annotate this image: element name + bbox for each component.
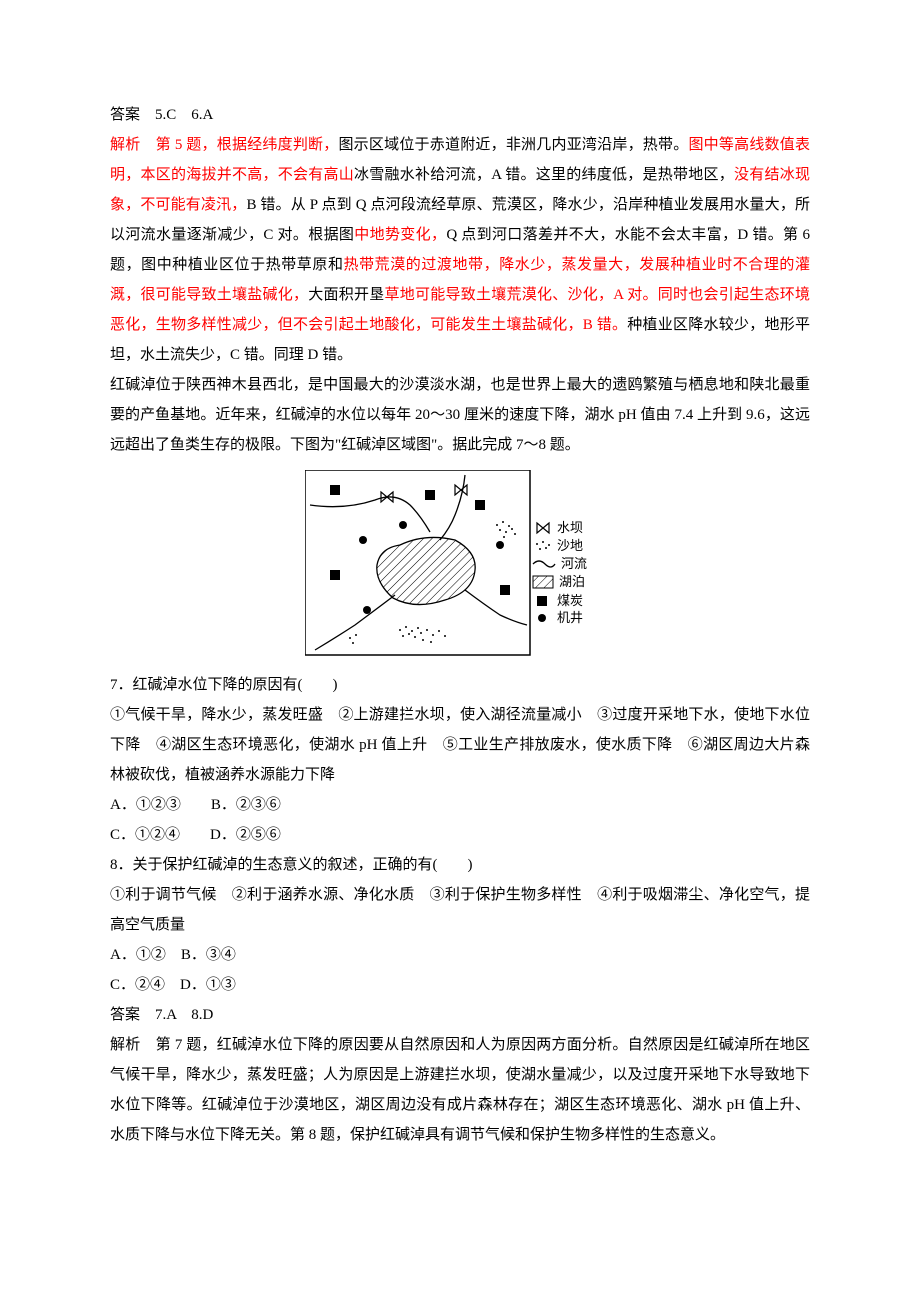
legend-coal (537, 596, 547, 606)
river-sw (315, 595, 395, 650)
legend-dam (537, 523, 549, 533)
answer-78: 答案 7.A 8.D (110, 1000, 810, 1030)
river-n (440, 475, 465, 540)
answer-56: 答案 5.C 6.A (110, 100, 810, 130)
q8-opts-cd: C．②④ D．①③ (110, 970, 810, 1000)
q8-options: ①利于调节气候 ②利于涵养水源、净化水质 ③利于保护生物多样性 ④利于吸烟滞尘、… (110, 880, 810, 940)
legend-river (533, 561, 555, 567)
q7-stem: 7．红碱淖水位下降的原因有( ) (110, 670, 810, 700)
legend-coal-label: 煤炭 (557, 593, 583, 608)
exp56-t2: 图示区域位于赤道附近，非洲几内亚湾沿岸，热带。 (338, 137, 688, 153)
legend-well-label: 机井 (557, 610, 583, 625)
sand-cluster-3 (349, 634, 357, 644)
explanation-56: 解析 第 5 题，根据经纬度判断，图示区域位于赤道附近，非洲几内亚湾沿岸，热带。… (110, 130, 810, 370)
sand-cluster-2 (399, 626, 446, 643)
well-icon-1 (359, 536, 367, 544)
lake-shape (377, 537, 475, 604)
coal-icon-4 (330, 570, 340, 580)
map-figure: 水坝 沙地 河流 湖泊 煤炭 机井 (110, 470, 810, 660)
q8-stem: 8．关于保护红碱淖的生态意义的叙述，正确的有( ) (110, 850, 810, 880)
sand-cluster-1 (496, 521, 516, 538)
q7-optD: D．②⑤⑥ (210, 827, 281, 843)
q7-options: ①气候干旱，降水少，蒸发旺盛 ②上游建拦水坝，使入湖径流量减小 ③过度开采地下水… (110, 700, 810, 790)
explanation-78: 解析 第 7 题，红碱淖水位下降的原因要从自然原因和人为原因两方面分析。自然原因… (110, 1030, 810, 1150)
q8-optB: B．③④ (181, 947, 236, 963)
exp56-t10: 大面积开垦 (308, 287, 384, 303)
q8-optD: D．①③ (180, 977, 236, 993)
well-icon-3 (496, 541, 504, 549)
exp56-prefix: 解析 (110, 137, 156, 153)
q7-optB: B．②③⑥ (211, 797, 281, 813)
coal-icon-5 (500, 585, 510, 595)
legend-lake (533, 576, 553, 588)
river-nw (310, 497, 430, 532)
coal-icon-3 (475, 500, 485, 510)
legend-dam-label: 水坝 (557, 520, 583, 535)
q8-opts-ab: A．①② B．③④ (110, 940, 810, 970)
q8-optA: A．①② (110, 947, 166, 963)
legend-sand (536, 541, 550, 550)
q7-opts-ab: A．①②③ B．②③⑥ (110, 790, 810, 820)
well-icon-4 (363, 606, 371, 614)
dam-icon-2 (455, 485, 467, 495)
well-icon-2 (399, 521, 407, 529)
exp56-t4: 冰雪融水补给河流，A 错。这里的纬度低，是热带地区， (354, 167, 734, 183)
q7-optA: A．①②③ (110, 797, 181, 813)
legend-lake-label: 湖泊 (559, 574, 585, 589)
legend-river-label: 河流 (561, 556, 587, 571)
coal-icon-2 (425, 490, 435, 500)
legend-sand-label: 沙地 (557, 538, 583, 553)
coal-icon-1 (330, 485, 340, 495)
exp56-t1: 第 5 题，根据经纬度判断， (156, 137, 339, 153)
legend: 水坝 沙地 河流 湖泊 煤炭 机井 (533, 520, 587, 625)
river-se (465, 590, 527, 625)
legend-well (538, 614, 546, 622)
exp56-t7: 中地势变化， (354, 227, 446, 243)
q8-optC: C．②④ (110, 977, 165, 993)
q7-opts-cd: C．①②④ D．②⑤⑥ (110, 820, 810, 850)
passage-78-intro: 红碱淖位于陕西神木县西北，是中国最大的沙漠淡水湖，也是世界上最大的遗鸥繁殖与栖息… (110, 370, 810, 460)
map-svg: 水坝 沙地 河流 湖泊 煤炭 机井 (305, 470, 615, 660)
q7-optC: C．①②④ (110, 827, 180, 843)
